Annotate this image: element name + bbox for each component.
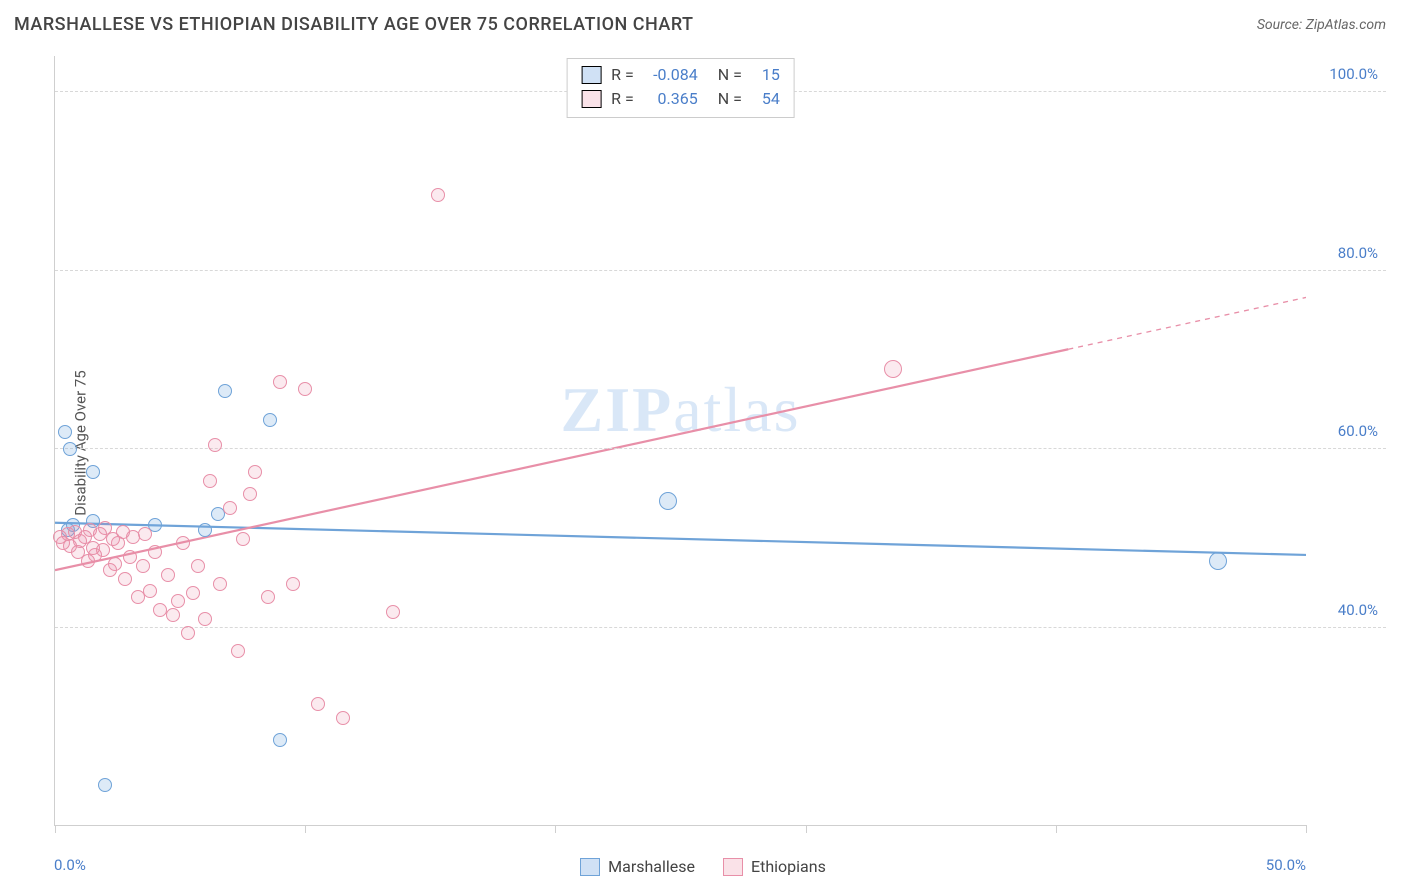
data-point (218, 384, 232, 398)
data-point (659, 492, 677, 510)
data-point (161, 568, 175, 582)
data-point (273, 733, 287, 747)
stat-r-value: 0.365 (644, 87, 698, 111)
data-point (166, 608, 180, 622)
data-point (86, 465, 100, 479)
legend-swatch (581, 90, 601, 108)
plot-area: ZIPatlas R =-0.084N =15R =0.365N =54 40.… (54, 56, 1306, 826)
data-point (136, 559, 150, 573)
gridline (55, 270, 1386, 271)
data-point (58, 425, 72, 439)
data-point (198, 523, 212, 537)
trend-lines (55, 56, 1306, 825)
y-tick-label: 40.0% (1338, 601, 1378, 619)
data-point (108, 557, 122, 571)
chart-container: Disability Age Over 75 ZIPatlas R =-0.08… (14, 48, 1386, 838)
legend-swatch (581, 66, 601, 84)
data-point (231, 644, 245, 658)
data-point (63, 442, 77, 456)
data-point (171, 594, 185, 608)
x-tick (55, 825, 56, 833)
y-tick-label: 60.0% (1338, 422, 1378, 440)
data-point (336, 711, 350, 725)
stat-row: R = 0.365 N = 54 (581, 87, 780, 111)
data-point (208, 438, 222, 452)
data-point (223, 501, 237, 515)
data-point (1209, 552, 1227, 570)
data-point (213, 577, 227, 591)
data-point (96, 543, 110, 557)
data-point (181, 626, 195, 640)
stat-n-label: N = (718, 63, 742, 87)
data-point (198, 612, 212, 626)
data-point (176, 536, 190, 550)
y-tick-label: 100.0% (1329, 65, 1378, 83)
watermark-light: atlas (673, 374, 800, 445)
data-point (431, 188, 445, 202)
data-point (311, 697, 325, 711)
stat-r-label: R = (611, 63, 634, 87)
data-point (298, 382, 312, 396)
data-point (138, 527, 152, 541)
chart-title: MARSHALLESE VS ETHIOPIAN DISABILITY AGE … (14, 14, 694, 35)
source-attribution: Source: ZipAtlas.com (1257, 17, 1386, 33)
legend-label: Marshallese (608, 857, 695, 876)
data-point (248, 465, 262, 479)
bottom-legend: Marshallese Ethiopians (0, 857, 1406, 876)
data-point (143, 584, 157, 598)
data-point (203, 474, 217, 488)
x-tick (305, 825, 306, 833)
x-tick (806, 825, 807, 833)
source-value: ZipAtlas.com (1306, 17, 1386, 33)
x-tick (1056, 825, 1057, 833)
stat-n-label: N = (718, 87, 742, 111)
stats-legend-box: R = -0.084 N = 15 R = 0.365 N = 54 (566, 58, 795, 118)
data-point (118, 572, 132, 586)
data-point (884, 360, 902, 378)
data-point (263, 413, 277, 427)
legend-swatch (580, 858, 600, 876)
legend-label: Ethiopians (751, 857, 826, 876)
source-label: Source: (1257, 17, 1306, 33)
stat-n-value: 54 (752, 87, 780, 111)
data-point (273, 375, 287, 389)
stat-n-value: 15 (752, 63, 780, 87)
stat-r-value: -0.084 (644, 63, 698, 87)
legend-swatch (723, 858, 743, 876)
x-tick (555, 825, 556, 833)
stat-row: R = -0.084 N = 15 (581, 63, 780, 87)
data-point (148, 545, 162, 559)
legend-item: Ethiopians (723, 857, 826, 876)
data-point (123, 550, 137, 564)
data-point (236, 532, 250, 546)
data-point (191, 559, 205, 573)
watermark-bold: ZIP (561, 374, 674, 445)
data-point (243, 487, 257, 501)
gridline (55, 627, 1386, 628)
data-point (286, 577, 300, 591)
data-point (186, 586, 200, 600)
watermark: ZIPatlas (561, 373, 801, 447)
gridline (55, 448, 1386, 449)
data-point (261, 590, 275, 604)
stat-r-label: R = (611, 87, 634, 111)
data-point (98, 778, 112, 792)
data-point (386, 605, 400, 619)
legend-item: Marshallese (580, 857, 695, 876)
y-tick-label: 80.0% (1338, 244, 1378, 262)
x-tick (1306, 825, 1307, 833)
